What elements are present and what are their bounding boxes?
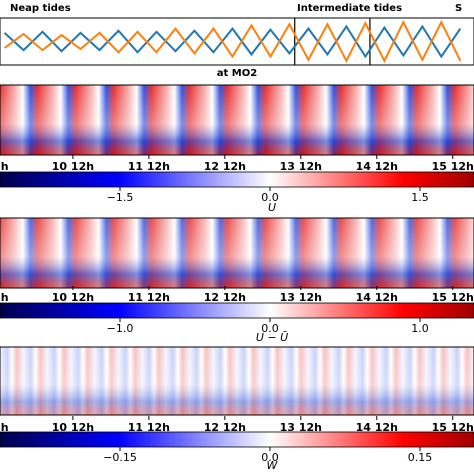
- x-tick-label: 14 12h: [356, 291, 398, 304]
- x-tick-label: 12 12h: [204, 291, 246, 304]
- x-tick-label: 11 12h: [128, 160, 170, 173]
- colorbar-tick-label: 0.15: [408, 451, 433, 464]
- x-tick-label: 15 12h: [432, 160, 474, 173]
- colorbar-tick-label: −1.5: [107, 191, 134, 204]
- tide-line: [3, 19, 462, 64]
- colorbar-tick-label: 0.0: [261, 451, 279, 464]
- x-tick-label: 10 12h: [52, 160, 94, 173]
- colorbar-tick-label: 0.0: [261, 191, 279, 204]
- x-tick-label: 12h: [0, 291, 9, 304]
- x-tick-label: 13 12h: [280, 160, 322, 173]
- colorbar-tick-label: 0.0: [261, 322, 279, 335]
- heatmap-1: [0, 84, 474, 156]
- tide-line: [3, 24, 462, 59]
- line-panel: [0, 17, 474, 66]
- x-tick-label: 12h: [0, 160, 9, 173]
- x-tick-label: 15 12h: [432, 421, 474, 434]
- phase-label: Neap tides: [10, 3, 71, 14]
- x-tick-label: 13 12h: [280, 291, 322, 304]
- x-tick-label: 14 12h: [356, 160, 398, 173]
- x-tick-label: 10 12h: [52, 421, 94, 434]
- colorbar-tick-label: 1.0: [411, 322, 429, 335]
- heatmap-2: [0, 217, 474, 289]
- colorbar: [0, 431, 474, 448]
- x-tick-label: 12 12h: [204, 160, 246, 173]
- x-tick-label: 10 12h: [52, 291, 94, 304]
- colorbar: [0, 302, 474, 319]
- x-tick-label: 12h: [0, 421, 9, 434]
- colorbar: [0, 171, 474, 188]
- colorbar-label: U: [268, 201, 276, 214]
- colorbar-tick-label: 1.5: [411, 191, 429, 204]
- heatmap-3: [0, 346, 474, 416]
- x-tick-label: 13 12h: [280, 421, 322, 434]
- phase-label: Intermediate tides: [297, 3, 402, 14]
- colorbar-label: U − Ū: [256, 331, 288, 344]
- x-tick-label: 14 12h: [356, 421, 398, 434]
- colorbar-tick-label: −1.0: [107, 322, 134, 335]
- phase-label: S: [455, 3, 462, 14]
- x-tick-label: 11 12h: [128, 421, 170, 434]
- colorbar-tick-label: −0.15: [103, 451, 137, 464]
- subtitle: at MO2: [217, 68, 257, 79]
- x-tick-label: 12 12h: [204, 421, 246, 434]
- x-tick-label: 15 12h: [432, 291, 474, 304]
- x-tick-label: 11 12h: [128, 291, 170, 304]
- colorbar-label: W: [267, 459, 279, 472]
